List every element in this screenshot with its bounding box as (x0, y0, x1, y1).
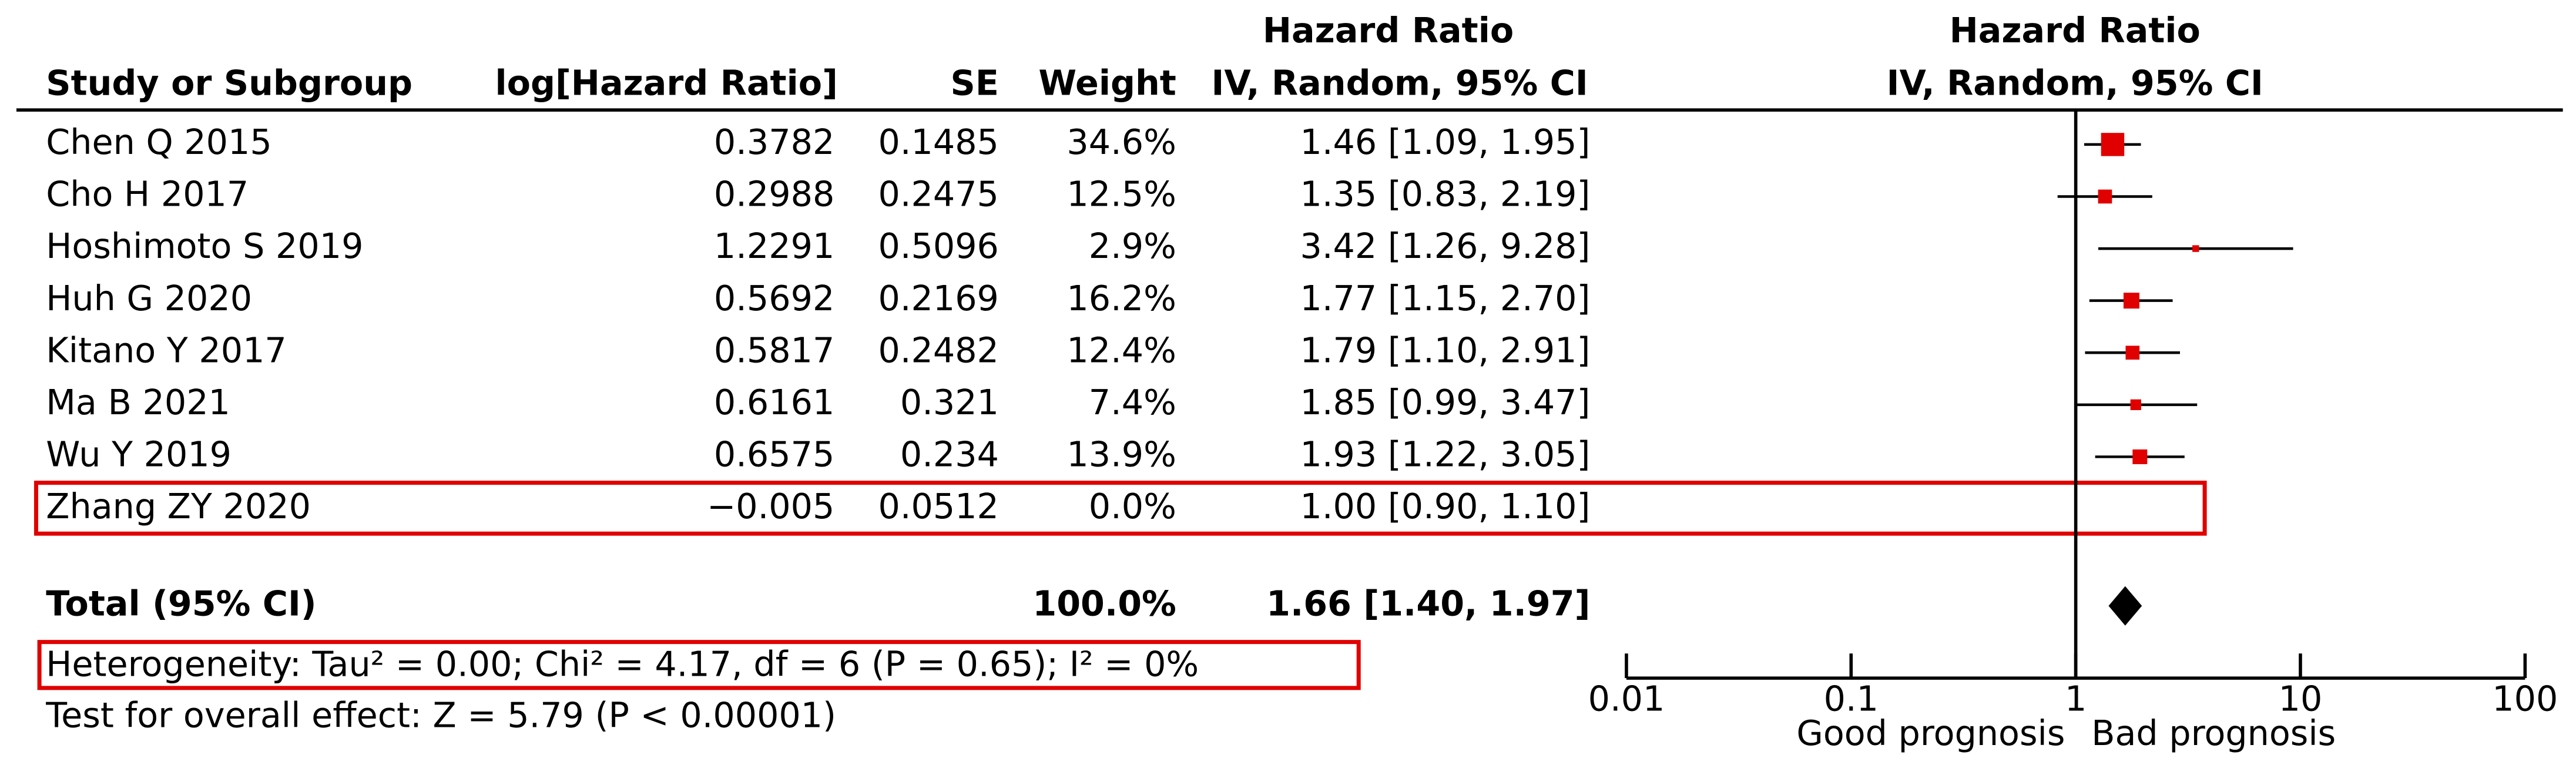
se: 0.2482 (878, 330, 999, 370)
study-marker (2192, 245, 2199, 252)
overall-effect: Test for overall effect: Z = 5.79 (P < 0… (45, 695, 836, 735)
se: 0.321 (900, 383, 999, 422)
study-name: Hoshimoto S 2019 (46, 226, 363, 266)
column-header: SE (951, 63, 999, 103)
se: 0.2169 (878, 279, 999, 318)
study-marker (2125, 345, 2140, 360)
log-hr: −0.005 (707, 487, 834, 526)
hazard-ratio: 1.79 [1.10, 2.91] (1300, 330, 1591, 370)
se: 0.5096 (878, 226, 999, 266)
weight: 7.4% (1089, 383, 1176, 422)
study-marker (2130, 399, 2141, 410)
log-hr: 0.2988 (714, 175, 834, 214)
log-hr: 0.5817 (714, 330, 834, 370)
study-marker (2132, 449, 2148, 464)
weight: 16.2% (1066, 279, 1176, 318)
study-name: Wu Y 2019 (46, 435, 232, 475)
weight: 2.9% (1089, 226, 1176, 266)
weight: 12.5% (1066, 175, 1176, 214)
x-tick-label: 10 (2279, 679, 2323, 719)
weight: 0.0% (1089, 487, 1176, 526)
highlight-box (34, 481, 2207, 536)
log-hr: 0.6575 (714, 435, 834, 475)
hazard-ratio: 1.85 [0.99, 3.47] (1300, 383, 1591, 422)
study-name: Huh G 2020 (46, 279, 252, 318)
x-label-right: Bad prognosis (2091, 713, 2336, 753)
total-diamond (2108, 586, 2142, 626)
total-weight: 100.0% (1032, 583, 1176, 623)
study-name: Chen Q 2015 (46, 122, 271, 162)
weight: 12.4% (1066, 330, 1176, 370)
column-group-header: Hazard Ratio (1263, 11, 1514, 51)
hazard-ratio: 1.35 [0.83, 2.19] (1300, 175, 1591, 214)
study-marker (2098, 189, 2112, 204)
x-tick-label: 100 (2492, 679, 2558, 719)
column-header: IV, Random, 95% CI (1212, 63, 1588, 103)
study-name: Kitano Y 2017 (46, 330, 286, 370)
total-hr: 1.66 [1.40, 1.97] (1266, 583, 1590, 623)
study-name: Zhang ZY 2020 (46, 487, 311, 526)
hazard-ratio: 1.77 [1.15, 2.70] (1300, 279, 1591, 318)
study-marker (2123, 293, 2139, 309)
log-hr: 1.2291 (714, 226, 834, 266)
hazard-ratio: 1.93 [1.22, 3.05] (1300, 435, 1591, 475)
log-hr: 0.5692 (714, 279, 834, 318)
weight: 34.6% (1066, 122, 1176, 162)
study-name: Ma B 2021 (46, 383, 230, 422)
hazard-ratio: 1.46 [1.09, 1.95] (1300, 122, 1591, 162)
study-marker (2101, 133, 2125, 156)
x-label-left: Good prognosis (1796, 713, 2065, 753)
hazard-ratio: 3.42 [1.26, 9.28] (1300, 226, 1591, 266)
study-name: Cho H 2017 (46, 175, 249, 214)
log-hr: 0.3782 (714, 122, 834, 162)
plot-subtitle: IV, Random, 95% CI (1887, 63, 2263, 103)
se: 0.2475 (878, 175, 999, 214)
se: 0.0512 (878, 487, 999, 526)
column-header: Weight (1038, 63, 1176, 103)
plot-title: Hazard Ratio (1950, 11, 2201, 51)
column-header: log[Hazard Ratio] (495, 63, 838, 103)
highlight-box (37, 640, 1361, 690)
x-tick-label: 0.01 (1588, 679, 1665, 719)
se: 0.234 (900, 435, 999, 475)
total-label: Total (95% CI) (46, 583, 316, 623)
heterogeneity: Heterogeneity: Tau² = 0.00; Chi² = 4.17,… (46, 645, 1199, 685)
se: 0.1485 (878, 122, 999, 162)
column-header: Study or Subgroup (46, 63, 412, 103)
weight: 13.9% (1066, 435, 1176, 475)
x-tick-label: 0.1 (1824, 679, 1879, 719)
hazard-ratio: 1.00 [0.90, 1.10] (1300, 487, 1591, 526)
log-hr: 0.6161 (714, 383, 834, 422)
x-tick-label: 1 (2065, 679, 2087, 719)
